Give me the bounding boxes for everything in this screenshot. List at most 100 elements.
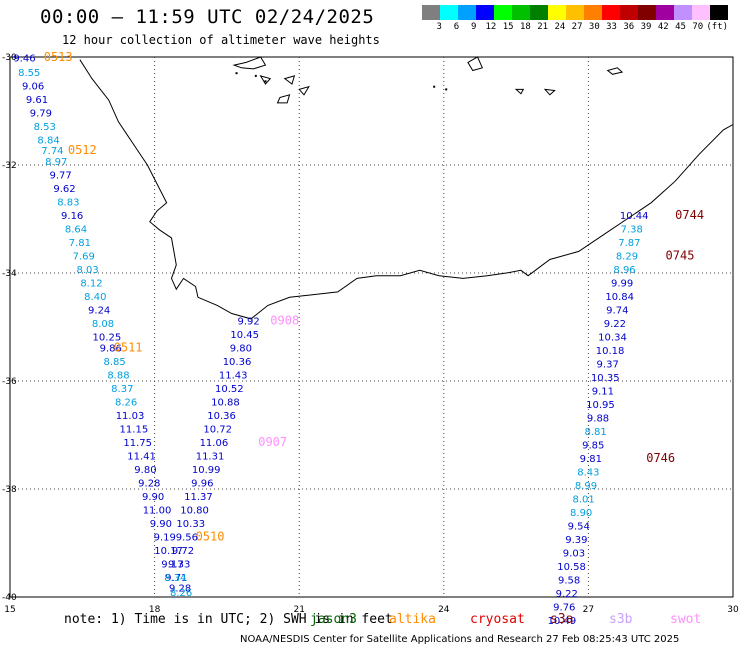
swh-value: 11.06 xyxy=(200,438,229,449)
scale-label: 12 xyxy=(485,22,497,32)
swh-value: 8.96 xyxy=(613,265,635,276)
swh-value: 10.17 xyxy=(154,546,183,557)
swh-value: 8.34 xyxy=(164,573,186,584)
scale-swatch xyxy=(674,5,692,20)
scale-swatch xyxy=(692,5,710,20)
scale-swatch xyxy=(584,5,602,20)
pass-time-label: 0745 xyxy=(666,249,695,263)
swh-value: 8.12 xyxy=(80,279,102,290)
inland-water-outline xyxy=(276,94,291,104)
scale-unit: (ft) xyxy=(706,22,729,32)
swh-value: 11.75 xyxy=(123,438,152,449)
credit-line: NOAA/NESDIS Center for Satellite Applica… xyxy=(240,634,680,645)
scale-swatch xyxy=(512,5,530,20)
swh-value: 9.22 xyxy=(556,589,578,600)
swh-value: 9.77 xyxy=(49,171,71,182)
lat-tick-label: -36 xyxy=(2,377,17,387)
swh-value: 11.15 xyxy=(120,424,149,435)
scale-label: 18 xyxy=(519,22,531,32)
swh-value: 9.80 xyxy=(230,343,252,354)
swh-value: 10.58 xyxy=(557,562,586,573)
swh-value: 11.00 xyxy=(143,505,172,516)
swh-value: 10.49 xyxy=(548,616,577,627)
legend-altika: altika xyxy=(389,612,436,627)
lat-tick-label: -40 xyxy=(2,593,17,603)
swh-value: 10.35 xyxy=(591,373,620,384)
swh-value: 9.58 xyxy=(558,576,580,587)
swh-value: 7.81 xyxy=(69,238,91,249)
swh-value: 11.31 xyxy=(196,451,225,462)
swh-value: 8.53 xyxy=(34,122,56,133)
lon-tick-label: 24 xyxy=(438,605,450,615)
swh-value: 9.76 xyxy=(553,603,575,614)
swh-value: 8.90 xyxy=(570,508,592,519)
scale-swatch xyxy=(458,5,476,20)
swh-value: 10.52 xyxy=(215,384,244,395)
inland-water-dot xyxy=(445,88,448,91)
legend-s3a: s3a xyxy=(550,612,574,627)
inland-water-outline xyxy=(606,67,624,75)
inland-water-outline xyxy=(467,56,484,72)
swh-value: 8.97 xyxy=(45,157,67,168)
scale-label: 30 xyxy=(588,22,600,32)
scale-label: 24 xyxy=(554,22,566,32)
swh-value: 9.79 xyxy=(30,108,52,119)
swh-value: 11.03 xyxy=(116,411,145,422)
swh-value: 10.95 xyxy=(586,400,615,411)
pass-time-label: 0908 xyxy=(270,313,299,327)
swh-value: 7.87 xyxy=(618,238,640,249)
swh-value: 9.11 xyxy=(592,387,614,398)
swh-value: 10.34 xyxy=(598,333,627,344)
swh-value: 8.85 xyxy=(103,357,125,368)
scale-swatch xyxy=(530,5,548,20)
swh-value: 9.22 xyxy=(604,319,626,330)
inland-water-outline xyxy=(514,88,525,95)
swh-value: 8.01 xyxy=(572,495,594,506)
swh-value: 9.88 xyxy=(587,414,609,425)
legend-jason3: jason3 xyxy=(310,612,357,627)
scale-label: 6 xyxy=(453,22,460,32)
swh-value: 8.84 xyxy=(37,135,59,146)
swh-value: 9.74 xyxy=(606,306,628,317)
swh-value: 10.36 xyxy=(207,411,236,422)
scale-swatch xyxy=(548,5,566,20)
lon-tick-label: 21 xyxy=(293,605,304,615)
swh-value: 9.33 xyxy=(168,559,190,570)
swh-value: 8.26 xyxy=(170,588,192,599)
scale-swatch xyxy=(476,5,494,20)
map-frame xyxy=(9,56,734,598)
scale-swatch xyxy=(566,5,584,20)
scale-label: 15 xyxy=(502,22,514,32)
pass-time-label: 0513 xyxy=(44,50,73,64)
swh-value: 8.83 xyxy=(57,198,79,209)
legend-s3b: s3b xyxy=(609,612,633,627)
swh-value: 8.99 xyxy=(575,481,597,492)
scale-swatch xyxy=(638,5,656,20)
swh-value: 10.84 xyxy=(605,292,634,303)
pass-time-label: 0907 xyxy=(258,435,287,449)
swh-value: 9.19 xyxy=(154,532,176,543)
swh-value: 9.61 xyxy=(26,95,48,106)
scale-label: 3 xyxy=(436,22,442,32)
pass-time-label: 0746 xyxy=(646,451,675,465)
swh-value: 8.08 xyxy=(92,319,114,330)
swh-value: 8.37 xyxy=(111,384,133,395)
scale-swatch xyxy=(620,5,638,20)
swh-value: 9.37 xyxy=(597,360,619,371)
lon-tick-label: 27 xyxy=(583,605,594,615)
map-title: 00:00 — 11:59 UTC 02/24/2025 xyxy=(40,6,375,28)
scale-label: 9 xyxy=(470,22,477,32)
lon-tick-label: 30 xyxy=(727,605,739,615)
swh-value: 9.28 xyxy=(169,584,191,595)
swh-value: 8.88 xyxy=(107,370,129,381)
lon-tick-label: 15 xyxy=(4,605,15,615)
lat-tick-label: -32 xyxy=(2,161,17,171)
swh-value: 9.80 xyxy=(134,465,156,476)
swh-value: 8.64 xyxy=(65,225,87,236)
scale-label: 36 xyxy=(623,22,635,32)
swh-value: 9.39 xyxy=(565,535,587,546)
swh-value: 9.54 xyxy=(568,522,590,533)
inland-water-outline xyxy=(298,85,310,96)
swh-value: 10.72 xyxy=(203,424,232,435)
